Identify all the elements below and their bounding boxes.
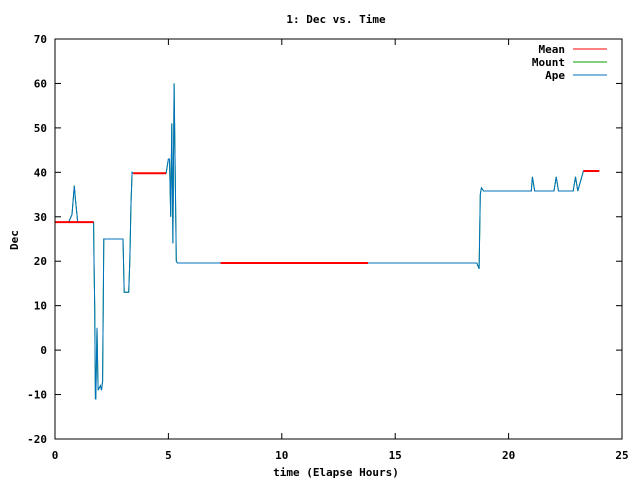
chart-title: 1: Dec vs. Time <box>286 13 386 26</box>
x-tick-label: 15 <box>389 449 402 462</box>
series-line-ape <box>55 83 600 400</box>
y-tick-label: 50 <box>34 122 47 135</box>
x-tick-label: 25 <box>615 449 628 462</box>
y-tick-label: 30 <box>34 211 47 224</box>
x-axis-label: time (Elapse Hours) <box>273 466 399 479</box>
plot-area <box>55 83 600 400</box>
x-axis: 0 5 10 15 20 25 <box>52 39 629 462</box>
legend-label: Mount <box>532 56 565 69</box>
y-tick-label: 70 <box>34 33 47 46</box>
x-tick-label: 20 <box>502 449 515 462</box>
series-line-mount <box>55 83 600 400</box>
y-axis: -20 -10 0 10 20 30 40 50 60 70 <box>27 33 622 446</box>
x-tick-label: 5 <box>165 449 172 462</box>
y-tick-label: 20 <box>34 255 47 268</box>
y-tick-label: 60 <box>34 77 47 90</box>
legend-label: Mean <box>539 43 566 56</box>
legend-label: Ape <box>545 69 565 82</box>
series-line-mean <box>55 170 600 264</box>
x-tick-label: 10 <box>275 449 288 462</box>
plot-frame <box>54 38 623 440</box>
y-tick-label: -20 <box>27 433 47 446</box>
y-axis-label: Dec <box>8 230 21 250</box>
y-tick-label: 10 <box>34 300 47 313</box>
y-tick-label: 0 <box>40 344 47 357</box>
y-tick-label: -10 <box>27 389 47 402</box>
x-tick-label: 0 <box>52 449 59 462</box>
y-tick-label: 40 <box>34 166 47 179</box>
